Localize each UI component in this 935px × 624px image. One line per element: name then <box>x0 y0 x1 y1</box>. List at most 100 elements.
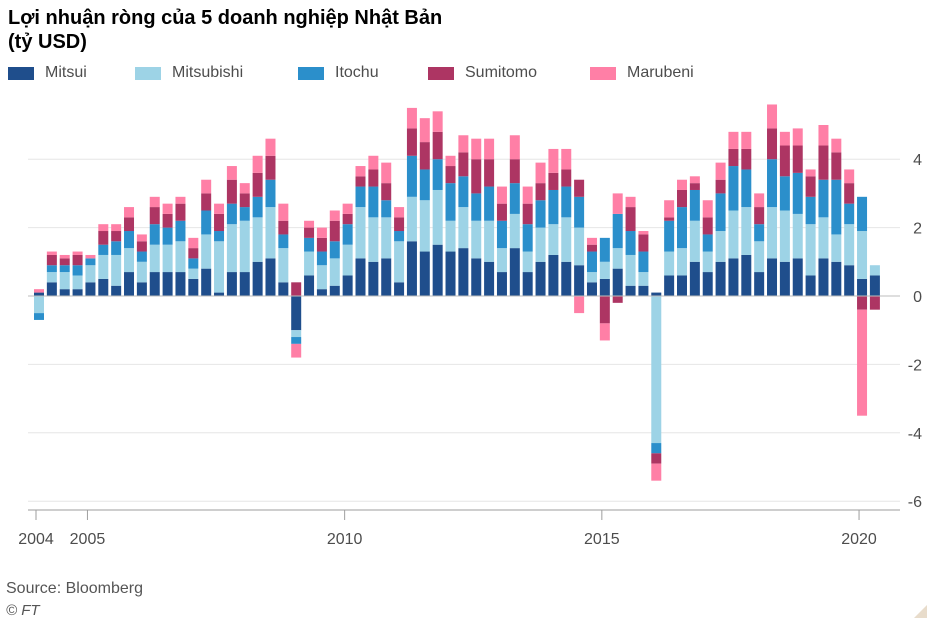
bar-mitsubishi-63 <box>844 224 855 266</box>
bar-marubeni-36 <box>496 186 507 204</box>
bar-itochu-40 <box>548 189 559 225</box>
bar-mitsui-50 <box>677 275 687 296</box>
bar-itochu-18 <box>265 179 276 208</box>
bar-itochu-33 <box>458 176 469 208</box>
bar-mitsui-17 <box>252 261 263 296</box>
bar-mitsui-24 <box>342 275 353 296</box>
source-note: Source: Bloomberg <box>6 580 143 597</box>
bar-mitsubishi-35 <box>484 220 495 262</box>
bar-marubeni-38 <box>522 186 533 204</box>
bar-mitsubishi-39 <box>535 227 546 262</box>
bar-sumitomo-45 <box>612 296 623 303</box>
bar-itochu-31 <box>432 159 443 190</box>
bar-sumitomo-49 <box>664 217 675 221</box>
legend-swatch-itochu <box>298 66 324 80</box>
bar-itochu-20 <box>291 337 302 344</box>
bar-itochu-16 <box>239 207 250 221</box>
bar-itochu-25 <box>355 186 366 208</box>
bar-marubeni-47 <box>638 231 649 235</box>
bar-sumitomo-29 <box>406 128 417 156</box>
bar-marubeni-22 <box>316 227 327 238</box>
bar-mitsubishi-44 <box>599 261 610 279</box>
bar-itochu-42 <box>574 196 585 228</box>
bar-mitsui-52 <box>702 272 713 296</box>
bar-sumitomo-38 <box>522 203 533 225</box>
legend-label-sumitomo: Sumitomo <box>465 64 538 81</box>
x-tick-label: 2005 <box>70 531 106 548</box>
bar-mitsubishi-28 <box>394 241 405 283</box>
bar-marubeni-15 <box>226 166 237 180</box>
bar-sumitomo-57 <box>767 128 778 160</box>
x-tick-label: 2004 <box>18 531 54 548</box>
x-tick-label: 2020 <box>841 531 877 548</box>
y-tick-label: -6 <box>908 494 922 511</box>
bar-marubeni-16 <box>239 183 250 194</box>
bar-mitsubishi-3 <box>72 275 83 290</box>
bar-mitsubishi-62 <box>831 234 842 262</box>
bar-sumitomo-32 <box>445 166 456 184</box>
bar-mitsui-33 <box>458 248 469 296</box>
bar-mitsui-56 <box>754 272 765 296</box>
bar-sumitomo-44 <box>599 296 610 324</box>
bar-sumitomo-61 <box>818 145 829 180</box>
bar-marubeni-64 <box>857 309 868 416</box>
bar-mitsubishi-16 <box>239 220 250 273</box>
bar-marubeni-40 <box>548 148 559 173</box>
bar-itochu-63 <box>844 203 855 225</box>
bar-sumitomo-20 <box>291 282 302 296</box>
bar-itochu-43 <box>586 251 597 273</box>
bar-sumitomo-14 <box>214 213 225 232</box>
bar-sumitomo-28 <box>394 217 405 232</box>
bar-mitsubishi-1 <box>46 272 57 283</box>
bar-mitsui-18 <box>265 258 276 296</box>
bar-mitsubishi-19 <box>278 248 289 283</box>
bar-sumitomo-21 <box>304 227 315 238</box>
bar-sumitomo-24 <box>342 213 353 225</box>
bar-itochu-37 <box>509 183 520 214</box>
bar-itochu-38 <box>522 224 533 252</box>
bar-sumitomo-35 <box>484 159 495 187</box>
bar-marubeni-2 <box>59 254 70 259</box>
bar-mitsui-34 <box>471 258 482 296</box>
bar-itochu-35 <box>484 186 495 221</box>
bar-mitsui-25 <box>355 258 366 296</box>
bar-sumitomo-18 <box>265 155 276 180</box>
bar-sumitomo-34 <box>471 159 482 194</box>
bar-mitsubishi-6 <box>111 254 122 286</box>
bar-mitsui-49 <box>664 275 675 296</box>
bar-marubeni-20 <box>291 343 302 358</box>
bar-itochu-49 <box>664 220 675 252</box>
bar-sumitomo-39 <box>535 183 546 201</box>
bar-marubeni-62 <box>831 138 842 153</box>
bar-mitsubishi-26 <box>368 217 379 262</box>
bar-marubeni-24 <box>342 203 353 214</box>
bar-mitsubishi-54 <box>728 210 739 259</box>
bar-marubeni-11 <box>175 196 186 204</box>
bar-sumitomo-52 <box>702 217 713 235</box>
bar-mitsubishi-51 <box>689 220 700 262</box>
legend-label-itochu: Itochu <box>335 64 379 81</box>
bar-mitsui-32 <box>445 251 456 296</box>
bar-itochu-4 <box>85 258 96 266</box>
bar-mitsubishi-29 <box>406 196 417 242</box>
bar-mitsui-61 <box>818 258 829 296</box>
bar-mitsui-54 <box>728 258 739 296</box>
bar-mitsui-43 <box>586 282 597 296</box>
bar-itochu-8 <box>136 251 147 262</box>
bar-mitsubishi-21 <box>304 251 315 276</box>
bar-mitsubishi-40 <box>548 224 559 255</box>
bar-sumitomo-36 <box>496 203 507 221</box>
bar-sumitomo-30 <box>419 142 430 170</box>
bar-mitsui-59 <box>792 258 803 296</box>
bar-mitsui-46 <box>625 285 636 296</box>
bar-mitsui-60 <box>805 275 816 296</box>
legend-swatch-mitsubishi <box>135 66 161 80</box>
bar-marubeni-55 <box>741 131 752 149</box>
bar-sumitomo-53 <box>715 179 726 194</box>
bar-itochu-62 <box>831 179 842 235</box>
bar-mitsubishi-60 <box>805 224 816 276</box>
chart-title-text: Lợi nhuận ròng của 5 doanh nghiệp Nhật B… <box>8 7 443 29</box>
legend-item-marubeni: Marubeni <box>590 64 694 82</box>
bar-sumitomo-1 <box>46 254 57 266</box>
bar-mitsui-6 <box>111 285 122 296</box>
